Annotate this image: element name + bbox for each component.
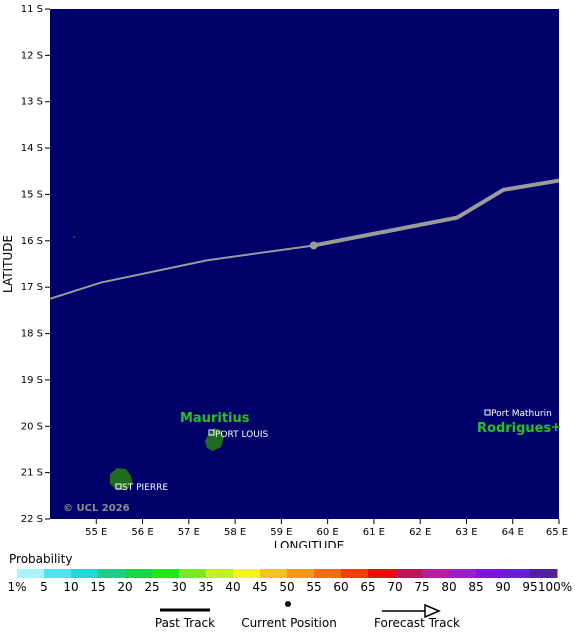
latitude-tick-label: 18 S: [21, 329, 43, 340]
current-position-key-dot: [285, 601, 291, 607]
legend-color-swatch: [152, 569, 180, 578]
islet: [73, 236, 75, 238]
legend-scale-label: 45: [252, 580, 267, 594]
longitude-tick-label: 58 E: [224, 527, 246, 538]
probability-color-bar: [17, 569, 558, 578]
latitude-tick-label: 15 S: [21, 189, 43, 200]
legend-title: Probability: [9, 552, 72, 566]
legend-scale-label: 95: [522, 580, 537, 594]
longitude-tick-label: 57 E: [178, 527, 200, 538]
probability-legend: Probability 1% 5 10 15 20 25 30 35 40 45 50 55 60 65 7…: [7, 552, 572, 630]
legend-color-swatch: [368, 569, 396, 578]
copyright-text: © UCL 2026: [63, 503, 130, 514]
legend-color-swatch: [98, 569, 126, 578]
longitude-tick-label: 62 E: [409, 527, 431, 538]
legend-color-swatch: [125, 569, 153, 578]
longitude-tick-label: 55 E: [85, 527, 107, 538]
latitude-tick-label: 12 S: [21, 50, 43, 61]
legend-color-swatch: [530, 569, 558, 578]
island-label-mauritius: Mauritius: [180, 411, 250, 426]
forecast-track-key-label: Forecast Track: [374, 616, 460, 630]
longitude-axis: 55 E 56 E 57 E 58 E 59 E 60 E 61 E 62 E 63 E 64 E…: [85, 519, 568, 538]
island-label-rodrigues: Rodrigues: [477, 421, 551, 436]
latitude-tick-label: 20 S: [21, 421, 43, 432]
longitude-tick-label: 63 E: [455, 527, 477, 538]
legend-color-swatch: [233, 569, 261, 578]
legend-scale-label: 15: [90, 580, 105, 594]
legend-scale-label: 90: [495, 580, 510, 594]
probability-scale-labels: 1% 5 10 15 20 25 30 35 40 45 50 55 60 65 70 75 80 85 90 95 1…: [7, 580, 572, 594]
latitude-tick-label: 14 S: [21, 143, 43, 154]
legend-scale-label: 70: [387, 580, 402, 594]
past-track-key-label: Past Track: [155, 616, 215, 630]
legend-color-swatch: [341, 569, 369, 578]
storm-track-map: 11 S 12 S 13 S 14 S 15 S 16 S 17 S 18 S 19 S 20 S…: [1, 4, 568, 548]
longitude-tick-label: 60 E: [317, 527, 339, 538]
forecast-arrow-icon: [424, 603, 441, 619]
legend-scale-label: 20: [117, 580, 132, 594]
legend-scale-label: 40: [225, 580, 240, 594]
latitude-tick-label: 16 S: [21, 236, 43, 247]
forecast-track-line: [313, 178, 560, 248]
latitude-tick-label: 17 S: [21, 282, 43, 293]
latitude-axis: 11 S 12 S 13 S 14 S 15 S 16 S 17 S 18 S 19 S 20 S…: [21, 4, 50, 525]
longitude-tick-label: 61 E: [363, 527, 385, 538]
legend-color-swatch: [503, 569, 531, 578]
legend-scale-label: 35: [198, 580, 213, 594]
latitude-tick-label: 22 S: [21, 514, 43, 525]
legend-scale-label: 10: [63, 580, 78, 594]
legend-color-swatch: [17, 569, 45, 578]
legend-scale-label: 30: [171, 580, 186, 594]
legend-scale-label: 55: [306, 580, 321, 594]
latitude-tick-label: 13 S: [21, 97, 43, 108]
legend-color-swatch: [206, 569, 234, 578]
legend-color-swatch: [422, 569, 450, 578]
longitude-tick-label: 56 E: [131, 527, 153, 538]
current-position-marker: [309, 241, 318, 250]
legend-scale-label: 5: [40, 580, 48, 594]
legend-scale-label: 85: [468, 580, 483, 594]
place-label-port-louis: PORT LOUIS: [215, 430, 268, 440]
legend-scale-label: 100%: [538, 580, 572, 594]
legend-color-swatch: [71, 569, 99, 578]
legend-scale-label: 1%: [7, 580, 26, 594]
past-track-line: [49, 244, 314, 300]
port-louis-marker: [208, 429, 215, 436]
legend-color-swatch: [395, 569, 423, 578]
legend-color-swatch: [260, 569, 288, 578]
latitude-tick-label: 21 S: [21, 468, 43, 479]
current-position-key-label: Current Position: [241, 616, 337, 630]
legend-color-swatch: [287, 569, 315, 578]
legend-scale-label: 60: [333, 580, 348, 594]
port-mathurin-marker: [484, 409, 491, 416]
legend-color-swatch: [476, 569, 504, 578]
st-pierre-marker: [115, 483, 122, 490]
legend-color-swatch: [44, 569, 72, 578]
latitude-tick-label: 11 S: [21, 4, 43, 15]
legend-scale-label: 25: [144, 580, 159, 594]
legend-scale-label: 75: [414, 580, 429, 594]
legend-scale-label: 80: [441, 580, 456, 594]
mauritius-land: [205, 428, 224, 451]
longitude-tick-label: 59 E: [270, 527, 292, 538]
ocean-area: [50, 9, 559, 519]
legend-color-swatch: [449, 569, 477, 578]
legend-scale-label: 50: [279, 580, 294, 594]
rodrigues-marker: [552, 423, 560, 431]
place-label-st-pierre: ST PIERRE: [122, 483, 168, 493]
latitude-tick-label: 19 S: [21, 375, 43, 386]
longitude-tick-label: 65 E: [546, 527, 568, 538]
place-label-port-mathurin: Port Mathurin: [491, 409, 552, 419]
legend-color-swatch: [179, 569, 207, 578]
longitude-axis-title: LONGITUDE: [274, 539, 344, 548]
legend-scale-label: 65: [360, 580, 375, 594]
legend-color-swatch: [314, 569, 342, 578]
longitude-tick-label: 64 E: [502, 527, 524, 538]
latitude-axis-title: LATITUDE: [1, 235, 15, 293]
